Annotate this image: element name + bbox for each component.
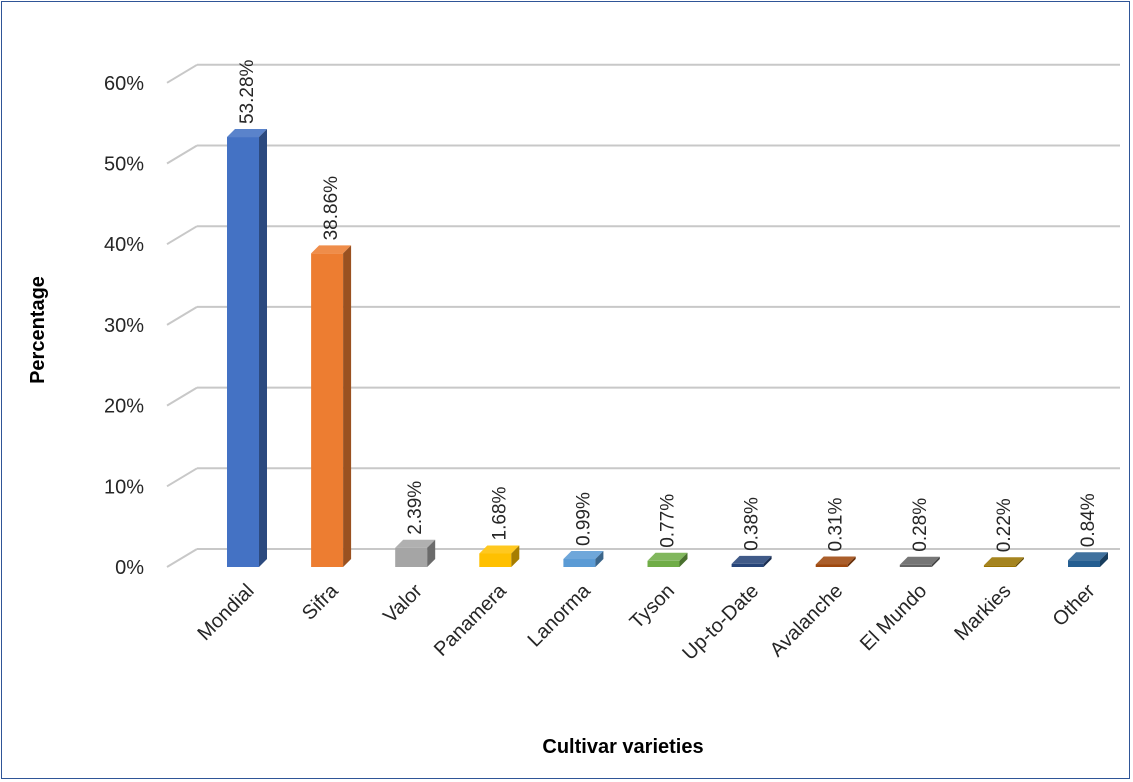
bar-side: [343, 245, 352, 568]
bar-side: [511, 545, 520, 567]
y-axis-ticks: 0% 10% 20% 30% 40% 50% 60%: [104, 73, 144, 579]
bar-side: [259, 129, 267, 567]
x-axis-title: Cultivar varieties: [542, 736, 703, 758]
x-tick-label-el-mundo: El Mundo: [856, 580, 931, 655]
bar-tyson: [647, 552, 688, 567]
data-label-el-mundo: 0.28%: [910, 498, 931, 552]
bar-top: [311, 245, 352, 254]
bars: [227, 129, 1108, 568]
x-tick-label-panamera: Panamera: [430, 579, 511, 660]
bar-front: [395, 547, 428, 567]
y-tick-label: 30%: [104, 315, 144, 337]
x-tick-label-sifra: Sifra: [298, 579, 343, 624]
data-label-panamera: 1.68%: [489, 486, 510, 540]
gridline-side: [166, 386, 198, 407]
x-tick-label-avalanche: Avalanche: [766, 580, 847, 661]
x-tick-label-other: Other: [1049, 580, 1100, 631]
y-tick-label: 50%: [104, 154, 144, 176]
y-tick-label: 20%: [104, 396, 144, 418]
gridline-side: [166, 225, 198, 246]
y-tick-label: 60%: [104, 73, 144, 95]
bar-avalanche: [815, 556, 856, 567]
bar-markies: [983, 557, 1024, 567]
bar-front: [731, 563, 764, 567]
bar-top: [563, 551, 604, 560]
data-label-avalanche: 0.31%: [826, 498, 847, 552]
bar-side: [595, 551, 604, 567]
bar-panamera: [479, 545, 520, 567]
bar-top: [479, 545, 520, 554]
data-label-markies: 0.22%: [994, 498, 1015, 552]
bar-front: [1068, 560, 1100, 567]
x-tick-label-markies: Markies: [950, 580, 1015, 645]
bar-top: [647, 552, 688, 561]
bar-side: [1100, 552, 1108, 567]
bar-top: [899, 556, 940, 565]
bar-sifra: [311, 245, 352, 568]
bar-front: [311, 253, 344, 568]
data-label-valor: 2.39%: [405, 481, 426, 535]
bar-other: [1068, 552, 1108, 567]
bar-front: [983, 565, 1016, 567]
data-label-mondial: 53.28%: [237, 59, 258, 124]
bar-front: [647, 560, 680, 567]
bar-front: [899, 564, 932, 567]
x-tick-label-lanorma: Lanorma: [524, 579, 596, 651]
x-tick-label-tyson: Tyson: [626, 580, 679, 633]
data-label-tyson: 0.77%: [658, 494, 679, 548]
bar-up-to-date: [731, 555, 772, 567]
gridline-side: [166, 306, 198, 326]
bar-side: [1015, 557, 1024, 567]
bar-side: [427, 539, 436, 567]
data-label-up-to-date: 0.38%: [742, 497, 763, 551]
gridline-side: [166, 63, 198, 84]
data-labels: 53.28% 38.86% 2.39% 1.68% 0.99% 0.77% 0.38% 0.3…: [237, 59, 1099, 552]
bar-top: [1068, 552, 1108, 561]
data-label-other: 0.84%: [1078, 493, 1099, 547]
bar-front: [563, 559, 596, 567]
bar-side: [763, 555, 772, 567]
bar-front: [479, 553, 512, 567]
gridline-side: [166, 144, 198, 165]
x-axis-ticks: Mondial Sifra Valor Panamera Lanorma Tyson Up-…: [193, 579, 1099, 664]
x-tick-label-mondial: Mondial: [193, 580, 258, 645]
bar-front: [227, 137, 259, 567]
x-tick-label-up-to-date: Up-to-Date: [678, 580, 763, 665]
bar-top: [395, 539, 436, 548]
bar-lanorma: [563, 551, 604, 567]
gridlines: [166, 63, 1120, 568]
data-label-sifra: 38.86%: [321, 176, 342, 241]
y-tick-label: 40%: [104, 234, 144, 256]
bar-mondial: [227, 129, 267, 567]
bar-top: [815, 556, 856, 565]
bar-front: [815, 564, 848, 567]
x-tick-label-valor: Valor: [379, 580, 427, 628]
y-tick-label: 0%: [115, 557, 144, 579]
bar-top: [227, 129, 267, 138]
bar-el-mundo: [899, 556, 940, 567]
bar-side: [679, 552, 688, 567]
bar-top: [983, 557, 1024, 566]
bar-top: [731, 555, 772, 564]
gridline-side: [166, 467, 198, 488]
bar-side: [847, 556, 856, 567]
y-axis-title: Percentage: [27, 276, 49, 384]
bar-side: [931, 556, 940, 567]
data-label-lanorma: 0.99%: [573, 492, 594, 546]
y-tick-label: 10%: [104, 476, 144, 498]
gridline-side: [166, 548, 198, 568]
bar-valor: [395, 539, 436, 567]
